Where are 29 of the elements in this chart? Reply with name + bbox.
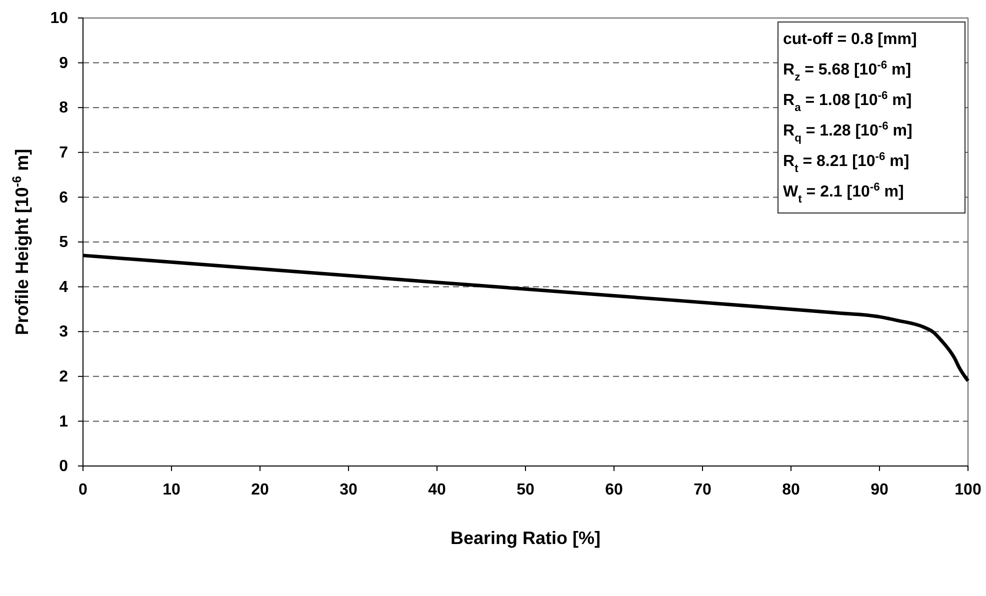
- y-tick-label: 1: [59, 413, 68, 430]
- x-tick-label: 40: [428, 481, 446, 498]
- x-tick-label: 20: [251, 481, 269, 498]
- annotation: cut-off = 0.8 [mm]: [783, 31, 917, 48]
- x-tick-label: 100: [954, 481, 982, 498]
- x-tick-label: 10: [162, 481, 180, 498]
- annotation: R$_{t}$ = 8.21 [10$^{-6}$ m]: [783, 151, 910, 175]
- x-tick-label: 90: [870, 481, 888, 498]
- x-axis-title: Bearing Ratio [%]: [450, 528, 601, 548]
- annotation: R$_{z}$ = 5.68 [10$^{-6}$ m]: [783, 60, 912, 84]
- x-tick-label: 60: [605, 481, 623, 498]
- x-tick-label: 70: [694, 481, 712, 498]
- y-tick-label: 3: [59, 324, 68, 341]
- y-tick-label: 4: [59, 278, 68, 296]
- x-tick-label: 50: [516, 481, 534, 498]
- annotation: R$_{q}$ = 1.28 [10$^{-6}$ m]: [783, 120, 912, 144]
- x-tick-label: 30: [340, 481, 358, 498]
- x-tick-label: 80: [782, 481, 800, 498]
- y-tick-label: 8: [59, 100, 68, 117]
- y-tick-label: 10: [50, 10, 68, 28]
- y-tick-label: 7: [59, 144, 68, 162]
- y-tick-label: 0: [59, 458, 68, 476]
- y-tick-label: 2: [59, 368, 68, 386]
- y-tick-label: 5: [59, 234, 68, 252]
- annotation: R$_{a}$ = 1.08 [10$^{-6}$ m]: [783, 90, 912, 114]
- y-tick-label: 6: [59, 189, 68, 206]
- annotation: W$_{t}$ = 2.1 [10$^{-6}$ m]: [783, 182, 904, 206]
- x-tick-label: 0: [78, 481, 88, 498]
- y-tick-label: 9: [59, 54, 68, 72]
